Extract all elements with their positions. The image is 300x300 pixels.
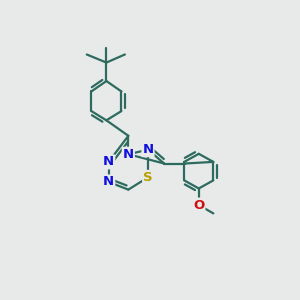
Text: N: N	[103, 155, 114, 168]
Text: S: S	[143, 171, 153, 184]
Text: N: N	[123, 148, 134, 161]
Text: N: N	[103, 176, 114, 188]
Text: O: O	[193, 199, 204, 212]
Text: N: N	[142, 143, 154, 156]
